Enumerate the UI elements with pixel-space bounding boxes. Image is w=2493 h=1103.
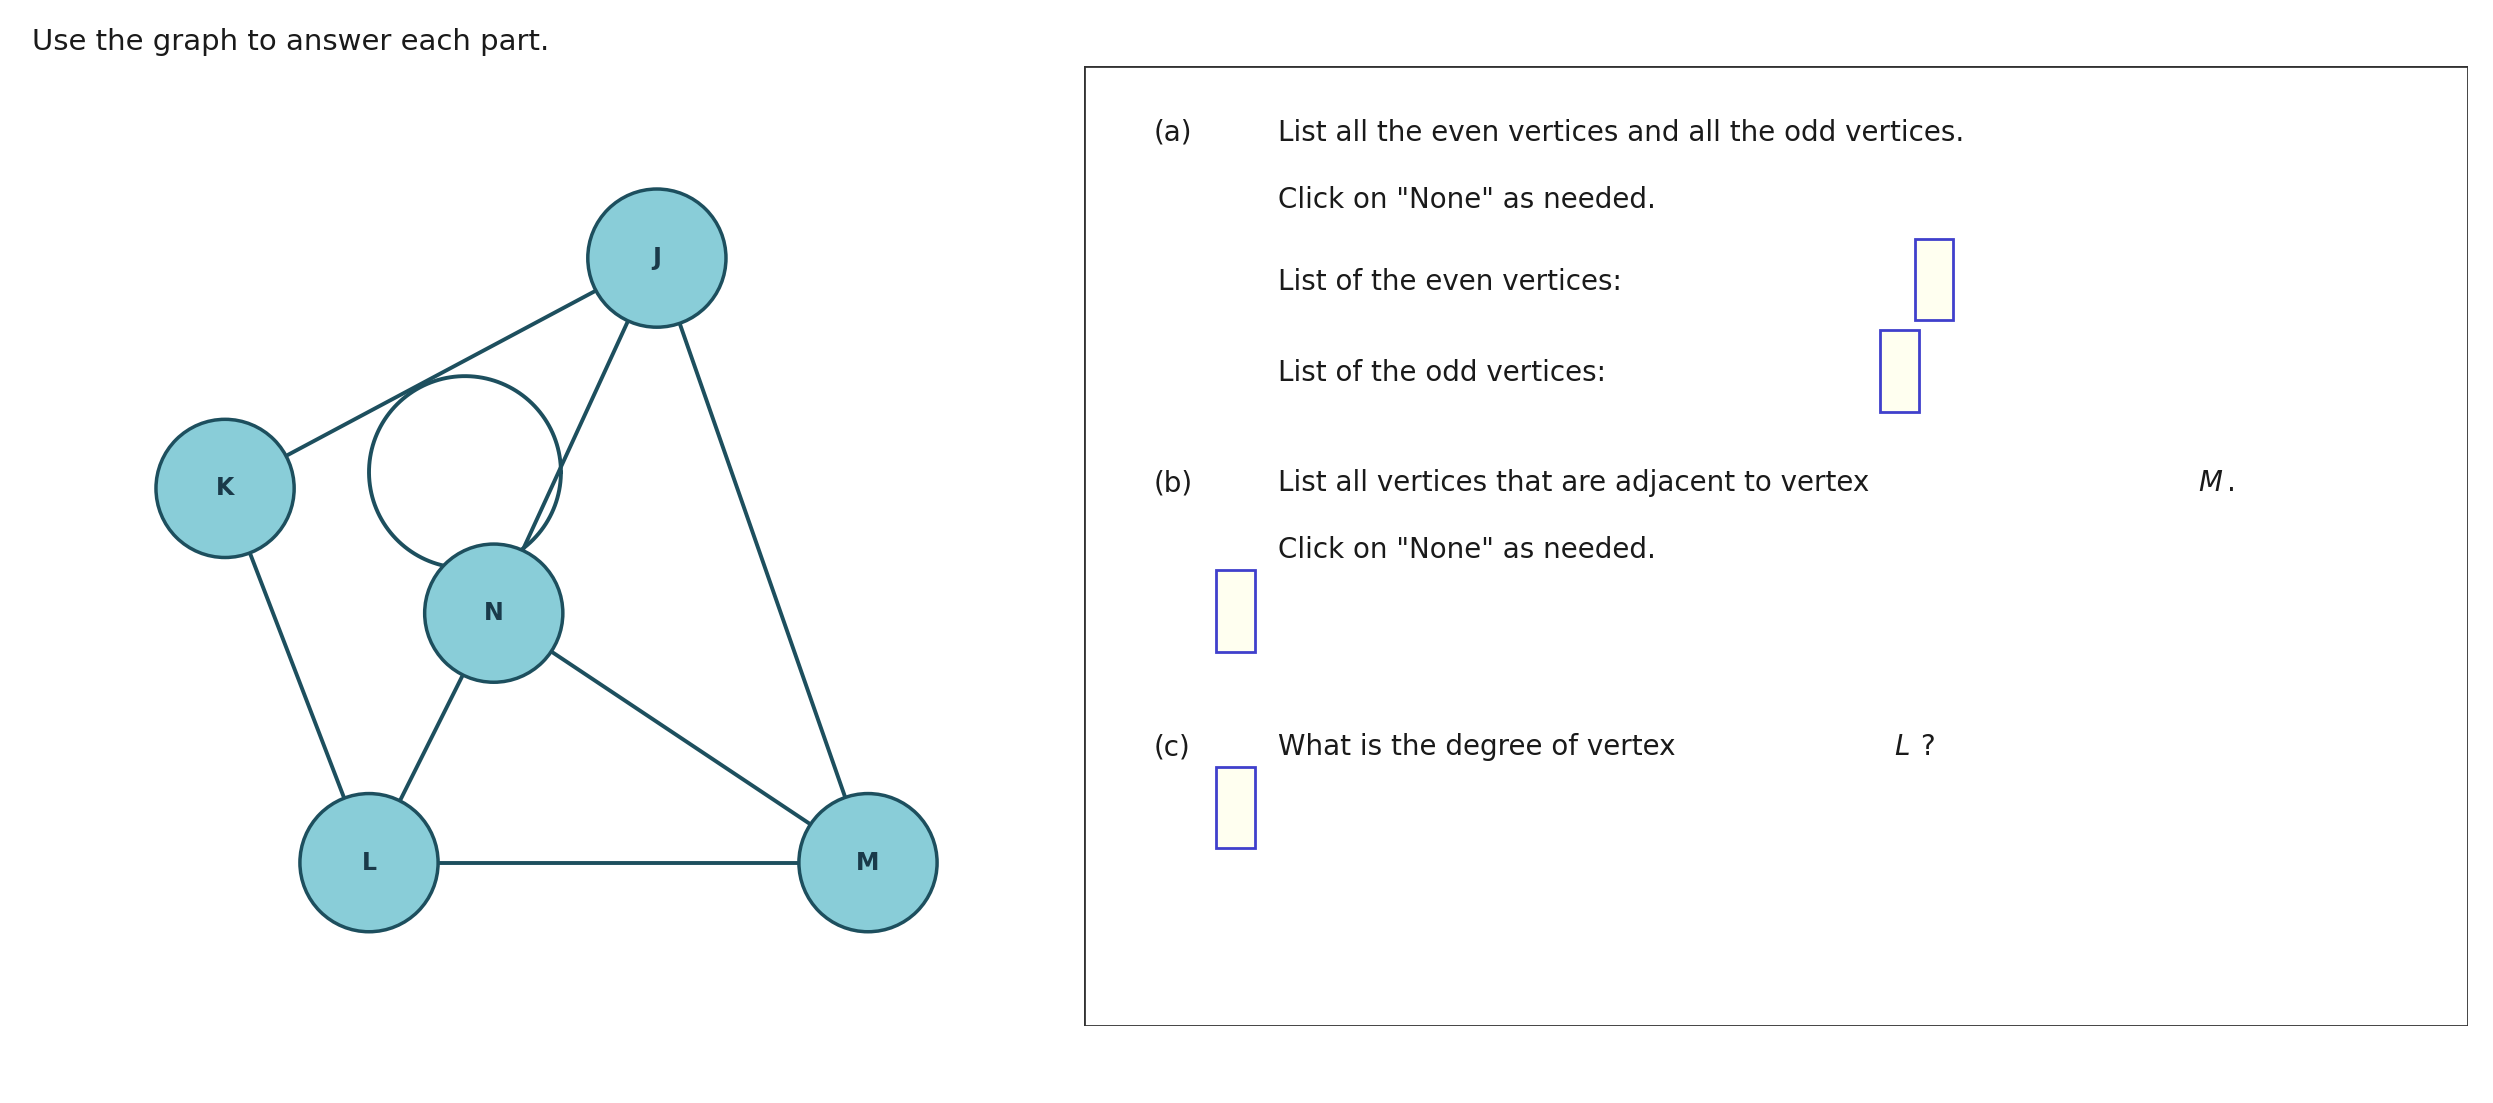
Text: List of the odd vertices:: List of the odd vertices: bbox=[1279, 358, 1605, 387]
Text: List of the even vertices:: List of the even vertices: bbox=[1279, 268, 1623, 296]
FancyBboxPatch shape bbox=[1915, 239, 1955, 321]
Circle shape bbox=[299, 793, 439, 932]
Text: (a): (a) bbox=[1154, 119, 1192, 147]
Text: K: K bbox=[217, 476, 234, 501]
FancyBboxPatch shape bbox=[1217, 570, 1254, 652]
Text: J: J bbox=[653, 246, 661, 270]
Text: .: . bbox=[2226, 469, 2236, 497]
Text: L: L bbox=[361, 850, 376, 875]
Text: (c): (c) bbox=[1154, 733, 1189, 761]
FancyBboxPatch shape bbox=[1217, 767, 1254, 848]
FancyBboxPatch shape bbox=[1084, 66, 2468, 1026]
FancyBboxPatch shape bbox=[1880, 330, 1920, 411]
Circle shape bbox=[798, 793, 937, 932]
Circle shape bbox=[157, 419, 294, 557]
Text: Use the graph to answer each part.: Use the graph to answer each part. bbox=[32, 28, 548, 55]
Text: Click on "None" as needed.: Click on "None" as needed. bbox=[1279, 186, 1655, 214]
Text: ?: ? bbox=[1920, 733, 1935, 761]
Text: M: M bbox=[855, 850, 880, 875]
Text: $M$: $M$ bbox=[2199, 469, 2224, 497]
Text: Click on "None" as needed.: Click on "None" as needed. bbox=[1279, 536, 1655, 565]
Circle shape bbox=[588, 189, 725, 328]
Text: $L$: $L$ bbox=[1895, 733, 1910, 761]
Text: List all vertices that are adjacent to vertex: List all vertices that are adjacent to v… bbox=[1279, 469, 1877, 497]
Text: (b): (b) bbox=[1154, 469, 1192, 497]
FancyBboxPatch shape bbox=[62, 47, 1060, 1045]
Circle shape bbox=[424, 544, 563, 683]
Text: List all the even vertices and all the odd vertices.: List all the even vertices and all the o… bbox=[1279, 119, 1964, 147]
Text: N: N bbox=[484, 601, 504, 625]
Text: What is the degree of vertex: What is the degree of vertex bbox=[1279, 733, 1685, 761]
